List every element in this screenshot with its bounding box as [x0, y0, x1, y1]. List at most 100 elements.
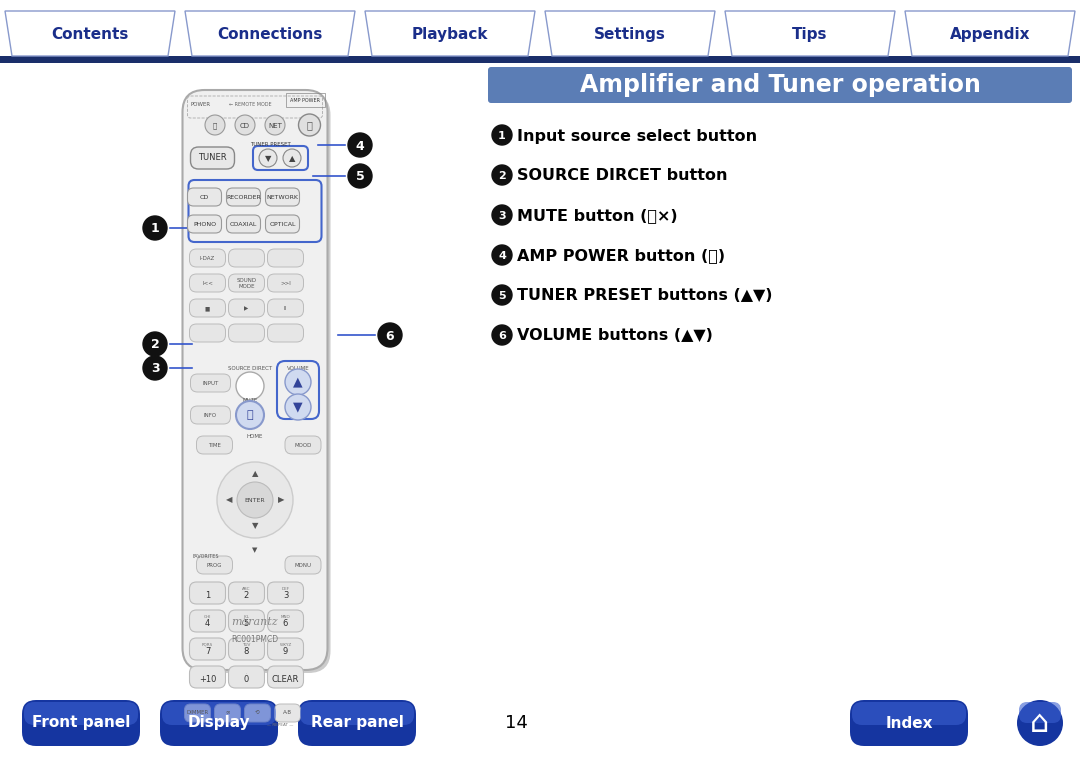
Circle shape — [237, 372, 264, 400]
Text: Tips: Tips — [793, 27, 827, 42]
Text: AMP POWER: AMP POWER — [291, 97, 321, 103]
FancyBboxPatch shape — [268, 610, 303, 632]
Circle shape — [348, 164, 372, 188]
FancyBboxPatch shape — [197, 556, 232, 574]
FancyBboxPatch shape — [852, 702, 966, 725]
Text: OPTICAL: OPTICAL — [269, 222, 296, 227]
Text: SOUND
MODE: SOUND MODE — [237, 278, 257, 289]
Text: ▲: ▲ — [293, 375, 302, 389]
Text: Settings: Settings — [594, 27, 666, 42]
Text: Appendix: Appendix — [949, 27, 1030, 42]
FancyBboxPatch shape — [190, 147, 234, 169]
Text: 6: 6 — [283, 619, 288, 629]
Text: ▶: ▶ — [278, 495, 284, 505]
Text: SOURCE DIRCET button: SOURCE DIRCET button — [517, 168, 728, 183]
FancyBboxPatch shape — [268, 324, 303, 342]
Text: ■: ■ — [205, 306, 211, 311]
Polygon shape — [545, 11, 715, 56]
Text: MUTE: MUTE — [242, 399, 258, 403]
Text: ⟲: ⟲ — [255, 709, 260, 715]
Text: POWER: POWER — [190, 101, 211, 107]
Text: 4: 4 — [498, 251, 505, 261]
Text: 3: 3 — [283, 591, 288, 600]
Polygon shape — [5, 11, 175, 56]
Text: 6: 6 — [498, 331, 505, 341]
Text: 3: 3 — [498, 211, 505, 221]
Text: PQRS: PQRS — [202, 643, 213, 647]
Text: 5: 5 — [355, 170, 364, 183]
FancyBboxPatch shape — [189, 299, 226, 317]
FancyBboxPatch shape — [190, 406, 230, 424]
Circle shape — [492, 165, 512, 185]
Circle shape — [298, 114, 321, 136]
Text: VOLUME: VOLUME — [286, 365, 309, 371]
Text: INFO: INFO — [204, 413, 217, 418]
Text: I-DAZ: I-DAZ — [200, 256, 215, 261]
Text: RECORDER: RECORDER — [226, 195, 261, 200]
Text: INPUT: INPUT — [202, 381, 218, 386]
Text: marantz: marantz — [232, 617, 279, 627]
FancyBboxPatch shape — [229, 582, 265, 604]
Text: DEF: DEF — [282, 587, 289, 591]
FancyBboxPatch shape — [268, 638, 303, 660]
FancyBboxPatch shape — [229, 249, 265, 267]
Polygon shape — [905, 11, 1075, 56]
FancyBboxPatch shape — [162, 702, 276, 725]
Text: ◀: ◀ — [226, 495, 232, 505]
Text: Connections: Connections — [217, 27, 323, 42]
Circle shape — [285, 394, 311, 420]
Text: 1: 1 — [150, 222, 160, 235]
Text: ▲: ▲ — [252, 470, 258, 479]
FancyBboxPatch shape — [488, 67, 1072, 103]
FancyBboxPatch shape — [188, 215, 221, 233]
Circle shape — [235, 115, 255, 135]
FancyBboxPatch shape — [197, 436, 232, 454]
Text: ▲: ▲ — [288, 154, 295, 163]
Circle shape — [285, 369, 311, 395]
Text: ∞: ∞ — [226, 709, 230, 715]
Text: TIME: TIME — [208, 443, 221, 448]
Circle shape — [259, 149, 276, 167]
Text: Index: Index — [886, 715, 933, 731]
Text: JKL: JKL — [243, 615, 249, 619]
Text: 5: 5 — [244, 619, 249, 629]
Circle shape — [492, 125, 512, 145]
FancyBboxPatch shape — [268, 666, 303, 688]
Text: ▼: ▼ — [293, 400, 302, 413]
Text: MOOD: MOOD — [295, 443, 312, 448]
Text: 2: 2 — [244, 591, 249, 600]
FancyBboxPatch shape — [229, 638, 265, 660]
FancyBboxPatch shape — [24, 702, 138, 725]
FancyBboxPatch shape — [285, 556, 321, 574]
Text: PROG: PROG — [206, 563, 222, 568]
FancyBboxPatch shape — [1020, 702, 1061, 723]
Text: +10: +10 — [199, 676, 216, 684]
Text: TUNER: TUNER — [199, 154, 227, 163]
Text: CD: CD — [240, 123, 249, 129]
Text: 4: 4 — [205, 619, 211, 629]
Circle shape — [492, 205, 512, 225]
Text: MUTE button (⦚×): MUTE button (⦚×) — [517, 209, 677, 224]
Text: COAXIAL: COAXIAL — [230, 222, 257, 227]
FancyBboxPatch shape — [285, 436, 321, 454]
Text: VOLUME buttons (▲▼): VOLUME buttons (▲▼) — [517, 329, 713, 343]
FancyBboxPatch shape — [189, 249, 226, 267]
Text: 6: 6 — [386, 330, 394, 342]
FancyBboxPatch shape — [188, 188, 221, 206]
Text: MNO: MNO — [281, 615, 291, 619]
FancyBboxPatch shape — [268, 582, 303, 604]
Text: Rear panel: Rear panel — [311, 715, 404, 731]
Text: ▼: ▼ — [253, 547, 258, 553]
Circle shape — [492, 245, 512, 265]
Text: 0: 0 — [244, 676, 249, 684]
Text: ← REMOTE MODE: ← REMOTE MODE — [229, 101, 271, 107]
Circle shape — [265, 115, 285, 135]
Text: NETWORK: NETWORK — [267, 195, 298, 200]
Text: Display: Display — [188, 715, 251, 731]
Text: 4: 4 — [355, 139, 364, 152]
Text: 3: 3 — [151, 362, 160, 375]
Text: Contents: Contents — [52, 27, 129, 42]
Text: Input source select button: Input source select button — [517, 129, 757, 144]
Text: A-B: A-B — [283, 709, 292, 715]
FancyBboxPatch shape — [268, 299, 303, 317]
